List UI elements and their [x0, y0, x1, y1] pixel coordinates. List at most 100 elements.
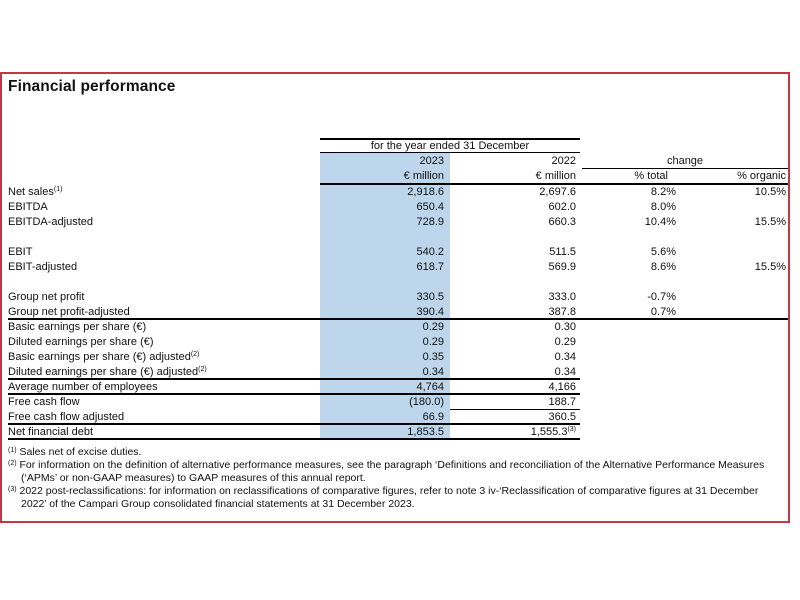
value-2023: 728.9: [416, 216, 444, 228]
page-title: Financial performance: [8, 78, 176, 95]
row-label: Free cash flow adjusted: [8, 411, 125, 423]
col-header-change: change: [582, 153, 788, 169]
footnote-1-text: Sales net of excise duties.: [19, 446, 142, 458]
footnote-2: (2) For information on the definition of…: [8, 459, 782, 485]
value-2022: 360.5: [548, 411, 576, 423]
row-label: Net sales(1): [8, 186, 63, 198]
row-label: Basic earnings per share (€): [8, 321, 147, 333]
row-label: Group net profit: [8, 291, 85, 303]
row-label: Net financial debt: [8, 426, 93, 438]
value-pct-organic: [680, 380, 788, 395]
footnote-3: (3) 2022 post-reclassifications: for inf…: [8, 485, 782, 511]
value-2022: 0.34: [554, 366, 576, 378]
value-pct-total: 0.7%: [650, 306, 676, 318]
table-row: EBITDA-adjusted 728.9 660.3 10.4% 15.5%: [8, 215, 788, 230]
value-2023: 618.7: [416, 261, 444, 273]
year-header-row: 2023 2022 change: [8, 153, 788, 169]
value-2022: 333.0: [548, 291, 576, 303]
value-2022: 4,166: [548, 381, 576, 393]
value-pct-organic: [680, 305, 788, 320]
value-2023: 540.2: [416, 246, 444, 258]
value-2022: 2,697.6: [539, 186, 576, 198]
value-pct-total: [580, 320, 680, 335]
table-row: Basic earnings per share (€) adjusted(2)…: [8, 350, 788, 365]
value-2022: 511.5: [549, 246, 576, 258]
value-2023: 4,764: [416, 381, 444, 393]
unit-header-2023: € million: [403, 170, 444, 182]
row-label: Basic earnings per share (€) adjusted(2): [8, 351, 200, 363]
value-pct-organic: [680, 425, 788, 440]
value-pct-organic: [680, 365, 788, 380]
period-header: for the year ended 31 December: [320, 138, 580, 153]
table-body: Net sales(1) 2,918.6 2,697.6 8.2% 10.5% …: [8, 185, 788, 440]
value-pct-organic: 10.5%: [754, 186, 786, 198]
footnote-3-text: 2022 post-reclassifications: for informa…: [19, 485, 759, 510]
col-header-2022: 2022: [551, 155, 576, 167]
value-pct-total: -0.7%: [647, 291, 676, 303]
row-label: EBIT-adjusted: [8, 261, 78, 273]
value-2022: 188.7: [548, 396, 576, 408]
value-2023: [320, 275, 450, 290]
value-2023: 330.5: [416, 291, 444, 303]
value-pct-total: [580, 335, 680, 350]
value-pct-total: 8.0%: [650, 201, 676, 213]
table-row: Diluted earnings per share (€) 0.29 0.29: [8, 335, 788, 350]
table-row: Free cash flow adjusted 66.9 360.5: [8, 410, 788, 425]
col-header-pct-total: % total: [634, 170, 668, 182]
row-label: Group net profit-adjusted: [8, 306, 130, 318]
value-pct-total: [580, 395, 680, 410]
row-label: [8, 230, 320, 245]
value-pct-organic: [680, 395, 788, 410]
value-pct-total: 8.6%: [650, 261, 676, 273]
value-2022: 0.29: [554, 336, 576, 348]
footnote-3-marker: (3): [8, 486, 17, 493]
value-2023: [320, 230, 450, 245]
table-row: Group net profit 330.5 333.0 -0.7%: [8, 290, 788, 305]
table-row: [8, 275, 788, 290]
value-pct-organic: [680, 245, 788, 260]
value-2022: 602.0: [548, 201, 576, 213]
unit-header-2022: € million: [535, 170, 576, 182]
value-2023: 0.29: [422, 321, 444, 333]
footnote-1: (1) Sales net of excise duties.: [8, 446, 782, 459]
value-pct-total: [580, 380, 680, 395]
table-row: Net sales(1) 2,918.6 2,697.6 8.2% 10.5%: [8, 185, 788, 200]
value-pct-organic: [680, 410, 788, 425]
value-pct-organic: [680, 350, 788, 365]
value-pct-total: [580, 350, 680, 365]
footnotes: (1) Sales net of excise duties. (2) For …: [8, 446, 782, 511]
header-spacer: [8, 169, 320, 185]
footnote-2-text: For information on the definition of alt…: [19, 459, 765, 484]
table-row: [8, 230, 788, 245]
value-pct-organic: [680, 200, 788, 215]
value-2023: 390.4: [416, 306, 444, 318]
current-year-highlight-column: [320, 153, 450, 440]
value-pct-organic: 15.5%: [754, 216, 786, 228]
unit-header-row: € million € million % total % organic: [8, 169, 788, 185]
table-row: EBIT 540.2 511.5 5.6%: [8, 245, 788, 260]
value-pct-total: 8.2%: [650, 186, 676, 198]
col-header-pct-organic: % organic: [737, 170, 786, 182]
value-2023: 0.34: [422, 366, 444, 378]
table-row: Net financial debt 1,853.5 1,555.3(3): [8, 425, 788, 440]
value-pct-organic: [680, 320, 788, 335]
value-pct-organic: [680, 335, 788, 350]
row-label: EBITDA-adjusted: [8, 216, 93, 228]
value-pct-total: [580, 425, 680, 440]
table-row: EBITDA 650.4 602.0 8.0%: [8, 200, 788, 215]
value-2023: 650.4: [416, 201, 444, 213]
value-pct-total: 10.4%: [644, 216, 676, 228]
table-row: EBIT-adjusted 618.7 569.9 8.6% 15.5%: [8, 260, 788, 275]
value-2022: 0.30: [554, 321, 576, 333]
table-row: Basic earnings per share (€) 0.29 0.30: [8, 320, 788, 335]
value-pct-organic: [680, 290, 788, 305]
col-header-2023: 2023: [419, 155, 444, 167]
value-2022: 387.8: [548, 306, 576, 318]
value-2022: 1,555.3(3): [530, 426, 576, 438]
value-2023: 66.9: [422, 411, 444, 423]
value-2023: 0.35: [422, 351, 444, 363]
table-row: Diluted earnings per share (€) adjusted(…: [8, 365, 788, 380]
value-2023: 0.29: [422, 336, 444, 348]
period-header-row: for the year ended 31 December: [8, 138, 788, 153]
footnote-2-marker: (2): [8, 460, 17, 467]
